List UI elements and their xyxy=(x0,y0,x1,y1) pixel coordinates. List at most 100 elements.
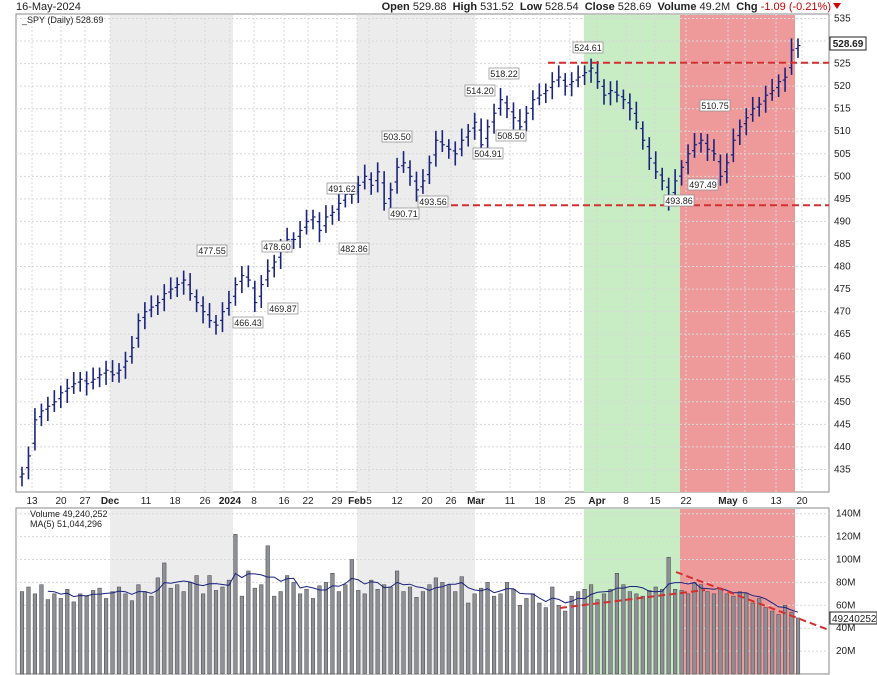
volume-bar xyxy=(129,600,134,675)
price-annotation: 503.50 xyxy=(381,130,413,143)
volume-bar xyxy=(104,598,109,675)
volume-bar xyxy=(181,591,186,675)
price-annotation: 508.50 xyxy=(495,129,527,142)
ohlc-bar xyxy=(582,65,588,86)
date-tick-label: Feb xyxy=(348,496,366,507)
ohlc-bar xyxy=(103,360,109,385)
volume-bar xyxy=(440,582,445,675)
ohlc-bar xyxy=(491,103,497,134)
volume-bar xyxy=(433,577,438,675)
price-tick-label: 515 xyxy=(834,104,851,115)
volume-bar xyxy=(188,582,193,675)
ohlc-bar xyxy=(226,290,232,316)
ohlc-bar xyxy=(116,363,122,383)
svg-text:490.71: 490.71 xyxy=(390,209,418,219)
price-tick-label: 520 xyxy=(834,81,851,92)
volume-bar xyxy=(744,593,749,675)
price-legend: _SPY (Daily) 528.69 xyxy=(21,15,103,25)
date-tick-label: 18 xyxy=(534,496,546,507)
price-tick-label: 465 xyxy=(834,329,851,340)
volume-bar xyxy=(731,595,736,675)
ohlc-bar xyxy=(187,273,193,301)
ohlc-bar xyxy=(51,390,57,412)
date-tick-label: 26 xyxy=(199,496,211,507)
ohlc-bar xyxy=(530,90,536,121)
ohlc-bar xyxy=(472,112,478,140)
ohlc-bar xyxy=(679,160,685,186)
volume-bar xyxy=(692,582,697,675)
price-tick-label: 455 xyxy=(834,374,851,385)
date-tick-label: 20 xyxy=(55,496,67,507)
price-panel: 477.55 466.43 478.60 469.87 491.62 482.86 503.… xyxy=(15,13,867,507)
date-tick-label: 22 xyxy=(680,496,692,507)
ohlc-bar xyxy=(32,408,38,451)
volume-bar xyxy=(498,593,503,675)
price-tick-label: 485 xyxy=(834,239,851,250)
price-tick-label: 505 xyxy=(834,149,851,160)
ohlc-bar xyxy=(161,284,167,312)
volume-bar xyxy=(362,593,367,675)
volume-bar xyxy=(298,593,303,675)
ohlc-bar xyxy=(569,72,575,97)
price-tick-label: 535 xyxy=(834,14,851,25)
volume-bar xyxy=(401,591,406,675)
price-tick-label: 475 xyxy=(834,284,851,295)
svg-text:508.50: 508.50 xyxy=(497,131,525,141)
highlight-zone xyxy=(584,15,680,492)
volume-bar xyxy=(466,602,471,675)
svg-text:478.60: 478.60 xyxy=(263,242,291,252)
price-annotation: 477.55 xyxy=(196,244,228,257)
ohlc-bar xyxy=(756,96,762,117)
ohlc-bar xyxy=(58,385,64,409)
ohlc-bar xyxy=(271,254,277,278)
date-tick-label: 12 xyxy=(391,496,403,507)
volume-bar xyxy=(446,584,451,675)
ohlc-bar xyxy=(413,171,419,202)
volume-bar xyxy=(162,562,167,675)
ohlc-bar xyxy=(258,275,264,309)
price-annotation: 510.75 xyxy=(699,99,731,112)
volume-bar xyxy=(330,573,335,675)
ohlc-bar xyxy=(45,396,51,421)
volume-bar xyxy=(265,545,270,675)
volume-bar xyxy=(582,589,587,675)
price-annotation: 514.20 xyxy=(464,84,496,97)
date-axis: 13 20 27 Dec 11 18 26 2024 8 16 22 29 Feb 5 12 20 26 Mar 1… xyxy=(26,496,808,507)
ohlc-bar xyxy=(142,302,148,330)
volume-bar xyxy=(563,610,568,675)
price-annotation: 491.62 xyxy=(326,182,358,195)
volume-bar xyxy=(653,586,658,675)
ohlc-bar xyxy=(291,232,297,249)
volume-bar xyxy=(621,584,626,675)
ohlc-bar xyxy=(640,121,646,150)
volume-bar xyxy=(304,589,309,675)
date-tick-label: Mar xyxy=(467,496,485,507)
volume-bar xyxy=(155,577,160,675)
price-tick-label: 495 xyxy=(834,194,851,205)
volume-bar xyxy=(711,593,716,675)
volume-bar xyxy=(58,598,63,675)
volume-bar xyxy=(45,599,50,675)
ohlc-bar xyxy=(84,371,90,396)
price-tick-label: 480 xyxy=(834,262,851,273)
ohlc-bar xyxy=(536,83,542,106)
ohlc-bar xyxy=(439,130,445,152)
volume-bar xyxy=(479,587,484,675)
svg-text:514.20: 514.20 xyxy=(466,86,494,96)
ohlc-bar xyxy=(329,205,335,225)
volume-bar xyxy=(336,591,341,675)
volume-bar xyxy=(524,598,529,675)
volume-tick-label: 60M xyxy=(836,600,855,611)
volume-bar xyxy=(537,602,542,675)
ohlc-bar xyxy=(685,144,691,175)
ohlc-bar xyxy=(607,81,613,106)
ohlc-bar xyxy=(207,303,213,328)
volume-legend: Volume 49,240,252 xyxy=(30,509,108,519)
ohlc-bar xyxy=(426,155,432,185)
volume-bar xyxy=(660,589,665,675)
ohlc-bar xyxy=(71,372,77,394)
price-tick-label: 440 xyxy=(834,442,851,453)
date-tick-label: Apr xyxy=(588,496,605,507)
volume-bar xyxy=(673,589,678,675)
price-axis: 435 440 445 450 455 460 465 470 475 480 485 490 495 5… xyxy=(834,14,851,476)
